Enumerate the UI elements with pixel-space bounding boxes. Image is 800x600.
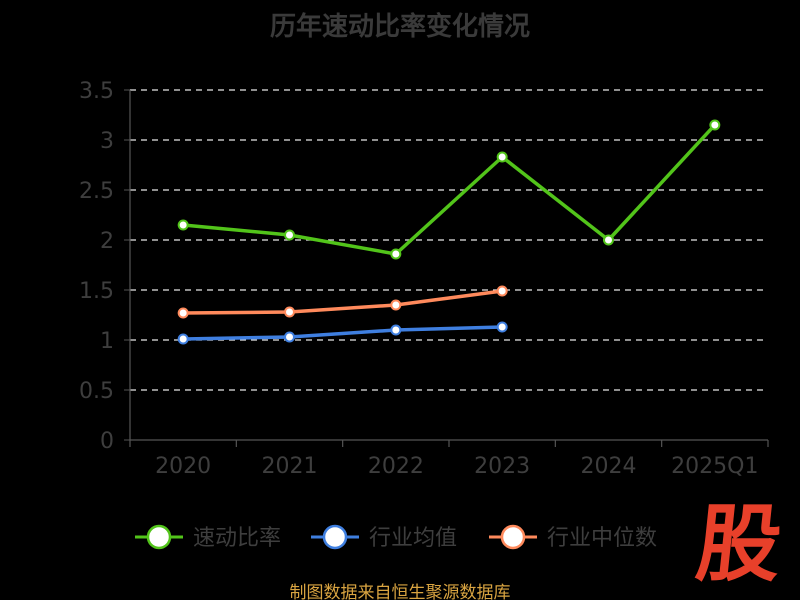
data-point[interactable] — [496, 151, 508, 163]
data-point[interactable] — [709, 119, 721, 131]
y-tick-label: 1.5 — [79, 279, 114, 304]
x-tick-label: 2021 — [262, 454, 318, 479]
y-tick-label: 2.5 — [79, 179, 114, 204]
data-point[interactable] — [390, 248, 402, 260]
series-lines — [177, 119, 721, 345]
legend-item[interactable]: 速动比率 — [135, 524, 281, 551]
legend-swatch-marker — [146, 524, 172, 550]
y-tick-label: 1 — [100, 329, 114, 354]
legend[interactable]: 速动比率 行业均值 行业中位数 — [135, 524, 657, 551]
axes: 0 0.5 1 1.5 2 2.5 3 3.5 2020 2021 2022 2023 2024 2025… — [79, 79, 769, 479]
legend-swatch-marker — [500, 524, 526, 550]
y-tick-label: 0 — [100, 429, 114, 454]
x-tick-label: 2025Q1 — [671, 454, 758, 479]
y-tick-label: 3.5 — [79, 79, 114, 104]
series-line-1 — [181, 325, 504, 341]
data-point[interactable] — [496, 285, 508, 297]
x-tick-label: 2024 — [581, 454, 637, 479]
series-line-2 — [181, 289, 504, 315]
legend-item[interactable]: 行业中位数 — [489, 524, 657, 551]
data-point[interactable] — [177, 219, 189, 231]
data-point[interactable] — [390, 299, 402, 311]
y-tick-label: 2 — [100, 229, 114, 254]
y-tick-label: 3 — [100, 129, 114, 154]
data-point[interactable] — [390, 324, 402, 336]
data-source-note: 制图数据来自恒生聚源数据库 — [289, 583, 511, 600]
data-point[interactable] — [177, 307, 189, 319]
grid-lines — [130, 89, 768, 391]
data-point[interactable] — [603, 234, 614, 246]
series-line-0 — [181, 123, 717, 256]
legend-label: 行业均值 — [369, 526, 457, 551]
legend-label: 行业中位数 — [547, 526, 657, 551]
x-tick-label: 2020 — [155, 454, 211, 479]
data-point[interactable] — [496, 321, 508, 333]
x-tick-label: 2023 — [474, 454, 530, 479]
legend-label: 速动比率 — [193, 526, 281, 551]
chart-title: 历年速动比率变化情况 — [269, 12, 530, 42]
x-tick-label: 2022 — [368, 454, 424, 479]
legend-item[interactable]: 行业均值 — [311, 524, 457, 551]
data-point[interactable] — [284, 229, 295, 241]
data-point[interactable] — [177, 333, 189, 345]
data-point[interactable] — [284, 331, 295, 343]
y-tick-label: 0.5 — [79, 379, 114, 404]
legend-swatch-marker — [322, 524, 348, 550]
data-point[interactable] — [284, 306, 295, 318]
brand-logo: 股 — [691, 495, 787, 593]
